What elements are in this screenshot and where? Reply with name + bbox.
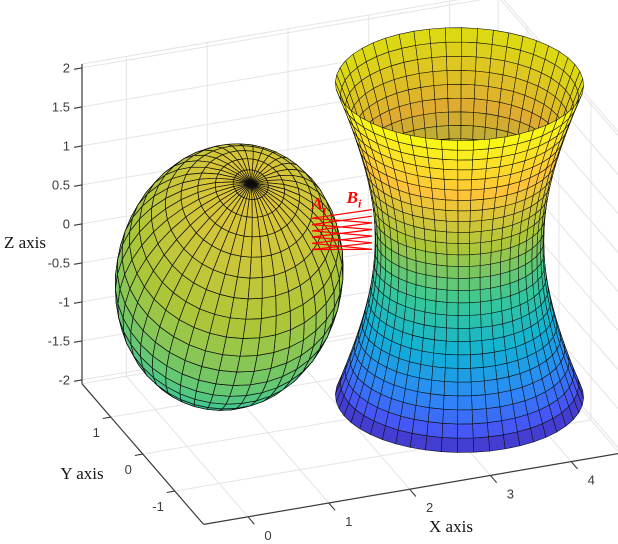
svg-text:1: 1	[345, 514, 352, 529]
svg-text:3: 3	[507, 486, 514, 501]
svg-text:2: 2	[63, 60, 70, 75]
svg-text:0: 0	[63, 216, 70, 231]
svg-text:4: 4	[588, 473, 595, 488]
svg-text:-1: -1	[58, 294, 70, 309]
axis-rulers: -2 -1.5 -1 -0.5 0 0.5 1 1.5 2 1 0 -1 0 1 2 3 4	[48, 60, 618, 543]
hyperboloid-surface	[335, 27, 584, 453]
svg-text:1: 1	[63, 138, 70, 153]
svg-text:1.5: 1.5	[52, 99, 70, 114]
svg-text:-1.5: -1.5	[48, 333, 70, 348]
connector-lines	[311, 209, 373, 251]
svg-text:-0.5: -0.5	[48, 255, 70, 270]
svg-text:1: 1	[93, 425, 100, 440]
ellipsoid-surface	[115, 143, 344, 411]
svg-text:0.5: 0.5	[52, 177, 70, 192]
svg-text:-1: -1	[152, 499, 164, 514]
svg-text:2: 2	[426, 500, 433, 515]
svg-text:0: 0	[264, 528, 271, 543]
svg-text:-2: -2	[58, 372, 70, 387]
svg-text:0: 0	[125, 462, 132, 477]
